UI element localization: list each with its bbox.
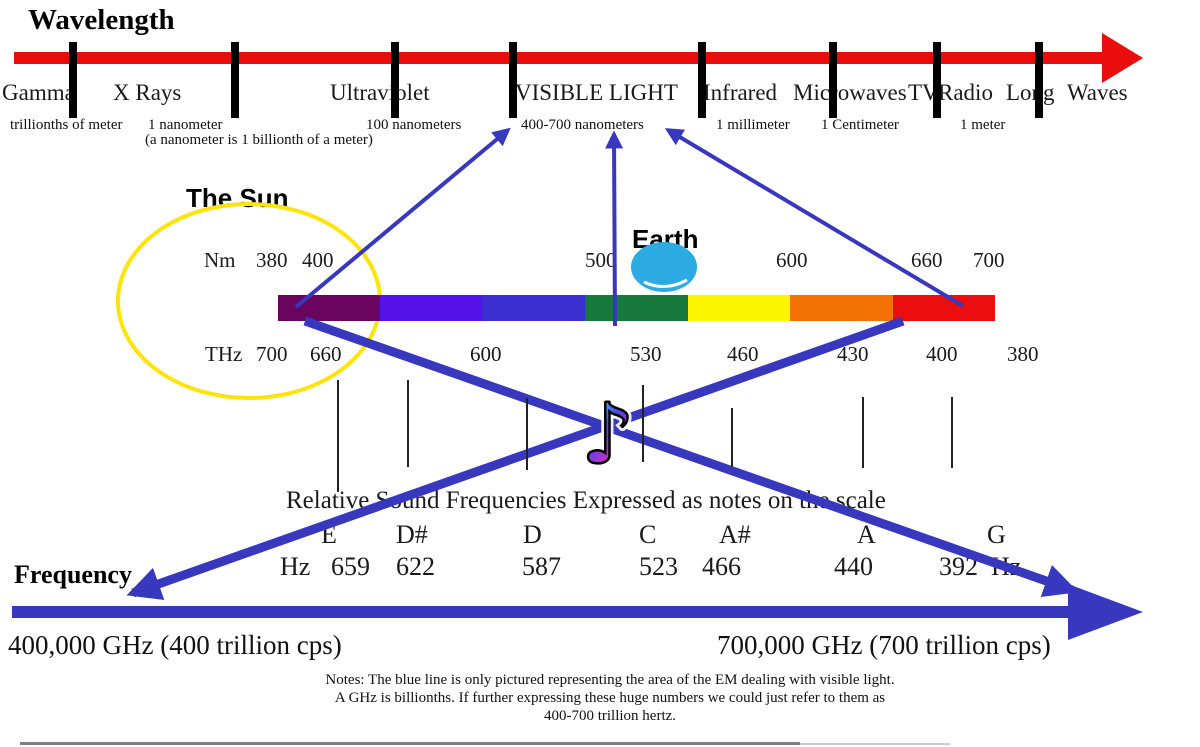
note-Dsharp: D# (396, 520, 428, 549)
spectrum-segment-violet-dark (278, 295, 380, 321)
spectrum-segment-violet (380, 295, 482, 321)
scale-label-1mm: 1 millimeter (716, 117, 790, 133)
bottom-edge-artifact-2 (800, 743, 950, 745)
hz-unit-right: Hz (991, 552, 1022, 581)
hz-value-622: 622 (396, 552, 435, 581)
band-label-infrared: Infrared (703, 80, 778, 105)
thz-value-600: 600 (470, 342, 502, 366)
hz-value-659: 659 (331, 552, 370, 581)
footnote-line-2: A GHz is billionths. If further expressi… (334, 690, 886, 706)
nm-value-380: 380 (256, 248, 288, 272)
band-label-microwaves: Microwaves (793, 80, 907, 105)
hz-unit-left: Hz (280, 552, 311, 581)
earth-label: Earth (632, 224, 699, 254)
thz-value-400: 400 (926, 342, 958, 366)
note-C: C (639, 520, 657, 549)
music-note-icon-halo: ♪ (581, 385, 635, 483)
scale-label-1cm: 1 Centimeter (821, 117, 899, 133)
spectrum-segment-red (893, 295, 995, 321)
hz-value-392: 392 (939, 552, 978, 581)
nm-value-700: 700 (973, 248, 1005, 272)
hz-value-466: 466 (702, 552, 741, 581)
wavelength-tick-2 (231, 42, 239, 118)
wavelength-arrow-bar (14, 52, 1104, 64)
note-E: E (321, 520, 337, 549)
music-note-icon: ♪ (581, 385, 635, 483)
band-label-radio: Radio (938, 80, 993, 105)
sun-circle (116, 202, 382, 400)
hz-value-587: 587 (522, 552, 561, 581)
nm-value-600: 600 (776, 248, 808, 272)
band-label-long-waves: Long Waves (1006, 80, 1128, 105)
spectrum-segment-blue (482, 295, 585, 321)
nanometer-definition-note: (a nanometer is 1 billionth of a meter) (145, 132, 373, 148)
nm-value-660: 660 (911, 248, 943, 272)
scale-label-1m: 1 meter (960, 117, 1006, 133)
spectrum-segment-yellow (688, 295, 790, 321)
band-label-tv: TV (908, 80, 939, 105)
thz-value-430: 430 (837, 342, 869, 366)
note-Asharp: A# (719, 520, 751, 549)
thz-value-530: 530 (630, 342, 662, 366)
thz-value-660: 660 (310, 342, 342, 366)
thz-unit-label: THz (205, 342, 243, 366)
frequency-title: Frequency (14, 560, 132, 589)
scale-label-100nm: 100 nanometers (366, 117, 462, 133)
hz-value-523: 523 (639, 552, 678, 581)
thz-value-460: 460 (727, 342, 759, 366)
nm-unit-label: Nm (204, 248, 236, 272)
thz-value-700: 700 (256, 342, 288, 366)
band-label-visible-light: VISIBLE LIGHT (515, 80, 678, 105)
band-label-ultraviolet: Ultraviolet (330, 80, 430, 105)
frequency-right-label: 700,000 GHz (700 trillion cps) (717, 630, 1051, 660)
spectrum-segment-green (585, 295, 688, 321)
footnote-line-1: Notes: The blue line is only pictured re… (325, 672, 895, 688)
note-A: A (857, 520, 876, 549)
wavelength-title: Wavelength (28, 4, 175, 36)
spectrum-segment-orange (790, 295, 893, 321)
scale-label-trillionths: trillionths of meter (10, 117, 123, 133)
footnote-line-3: 400-700 trillion hertz. (543, 708, 677, 724)
nm-value-500: 500 (585, 248, 617, 272)
connector-right-line (664, 128, 965, 308)
band-label-xrays: X Rays (113, 80, 182, 105)
hz-value-440: 440 (834, 552, 873, 581)
crossing-line-right-to-left (126, 316, 905, 600)
band-label-gamma: Gamma (2, 80, 75, 105)
sound-caption: Relative Sound Frequencies Expressed as … (286, 487, 886, 514)
thz-value-380: 380 (1007, 342, 1039, 366)
nm-value-400: 400 (302, 248, 334, 272)
scale-label-1nm: 1 nanometer (148, 117, 223, 133)
frequency-arrowhead (1068, 584, 1143, 640)
sun-label: The Sun (186, 183, 289, 213)
scale-label-400-700nm: 400-700 nanometers (521, 117, 644, 133)
connector-left-line (294, 127, 511, 309)
connector-middle-line (605, 130, 624, 327)
earth-globe-highlight (643, 278, 688, 288)
note-D: D (523, 520, 542, 549)
wavelength-arrowhead (1102, 33, 1143, 83)
frequency-arrow-bar (12, 606, 1068, 618)
frequency-left-label: 400,000 GHz (400 trillion cps) (8, 630, 342, 660)
bottom-edge-artifact (20, 742, 800, 745)
note-G: G (987, 520, 1006, 549)
